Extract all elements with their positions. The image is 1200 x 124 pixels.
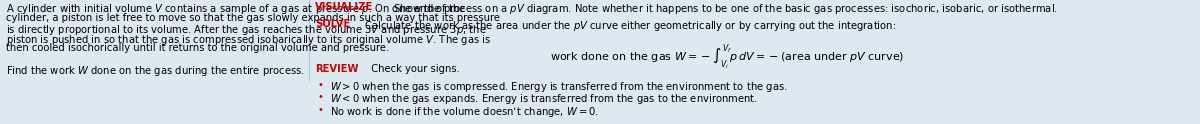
Text: work done on the gas $W = -\int_{V_i}^{V_f} p\, dV = -$(area under $pV$ curve): work done on the gas $W = -\int_{V_i}^{V… — [550, 43, 904, 72]
Text: •: • — [317, 105, 323, 115]
Text: Find the work $W$ done on the gas during the entire process.: Find the work $W$ done on the gas during… — [6, 64, 305, 78]
Text: cylinder, a piston is let free to move so that the gas slowly expands in such a : cylinder, a piston is let free to move s… — [6, 13, 499, 23]
Text: then cooled isochorically until it returns to the original volume and pressure.: then cooled isochorically until it retur… — [6, 43, 389, 53]
Text: Check your signs.: Check your signs. — [366, 64, 461, 74]
Text: •: • — [317, 92, 323, 102]
Text: piston is pushed in so that the gas is compressed isobarically to its original v: piston is pushed in so that the gas is c… — [6, 33, 491, 47]
Text: $W < 0$ when the gas expands. Energy is transferred from the gas to the environm: $W < 0$ when the gas expands. Energy is … — [330, 92, 757, 106]
Text: •: • — [317, 79, 323, 90]
Text: Show the process on a $pV$ diagram. Note whether it happens to be one of the bas: Show the process on a $pV$ diagram. Note… — [386, 2, 1057, 16]
Text: $W > 0$ when the gas is compressed. Energy is transferred from the environment t: $W > 0$ when the gas is compressed. Ener… — [330, 79, 787, 93]
Text: No work is done if the volume doesn’t change, $W = 0$.: No work is done if the volume doesn’t ch… — [330, 105, 599, 119]
Text: REVIEW: REVIEW — [314, 64, 359, 74]
Text: A cylinder with initial volume $V$ contains a sample of a gas at pressure $p$. O: A cylinder with initial volume $V$ conta… — [6, 2, 466, 16]
Text: is directly proportional to its volume. After the gas reaches the volume $3V$ an: is directly proportional to its volume. … — [6, 23, 486, 37]
Text: SOLVE: SOLVE — [314, 19, 350, 29]
Text: VISUALIZE: VISUALIZE — [314, 2, 373, 12]
Text: Calculate the work as the area under the $pV$ curve either geometrically or by c: Calculate the work as the area under the… — [359, 19, 896, 33]
